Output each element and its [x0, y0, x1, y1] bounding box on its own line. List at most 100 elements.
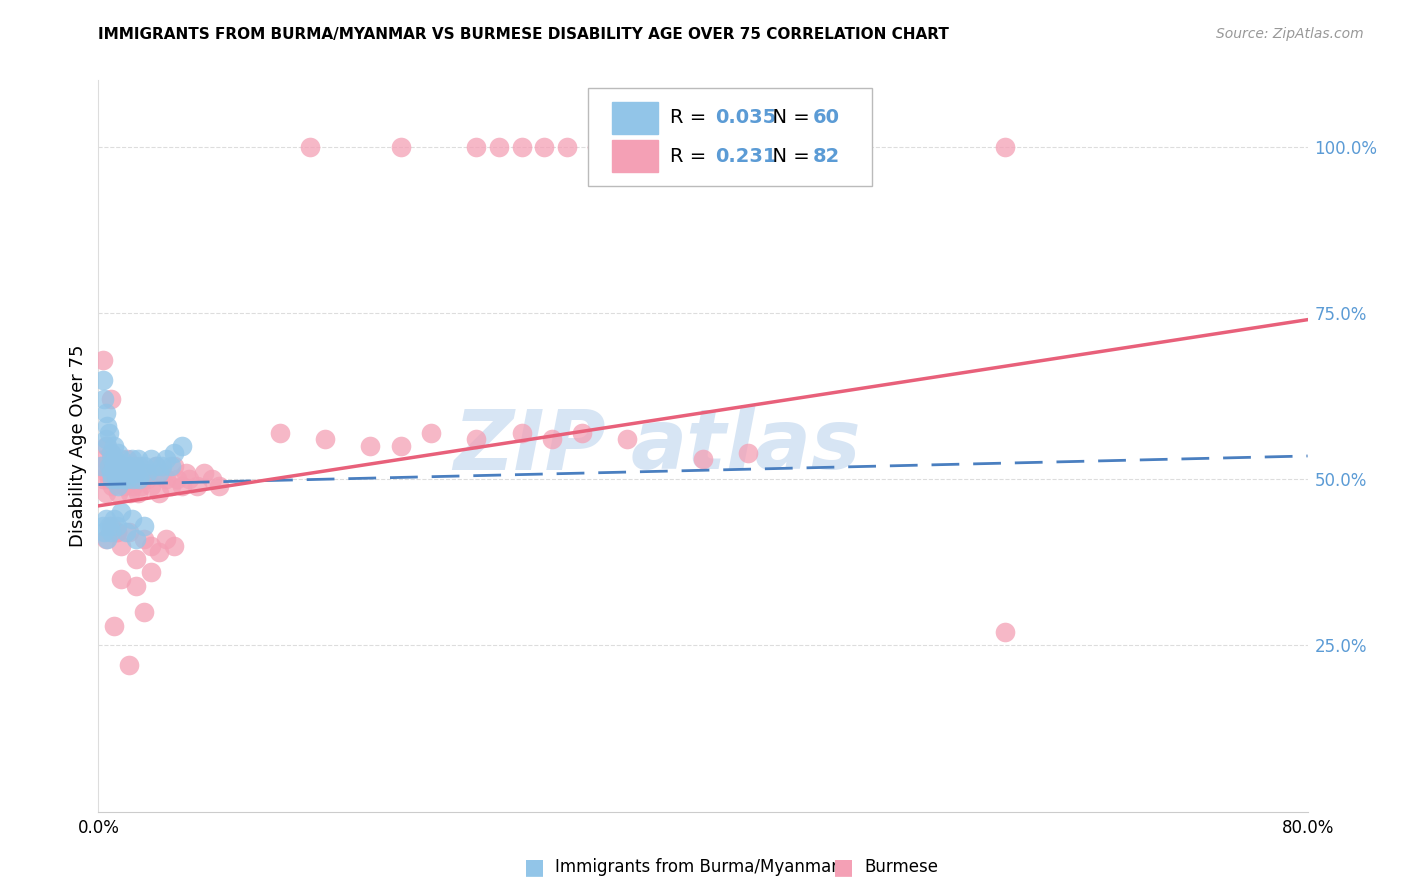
Point — [114, 466, 136, 480]
Point — [150, 458, 173, 473]
Point — [94, 406, 117, 420]
Point — [94, 433, 117, 447]
Point — [163, 458, 186, 473]
Point — [586, 140, 609, 154]
Point — [420, 425, 443, 440]
Text: 60: 60 — [813, 108, 839, 128]
Point — [98, 518, 121, 533]
Point — [103, 458, 125, 473]
Point — [96, 466, 118, 480]
Point — [132, 605, 155, 619]
Point — [121, 512, 143, 526]
Point — [269, 425, 291, 440]
Point — [118, 525, 141, 540]
Point — [110, 539, 132, 553]
Point — [155, 532, 177, 546]
Point — [118, 658, 141, 673]
Point — [170, 479, 193, 493]
Point — [124, 458, 146, 473]
Point — [104, 452, 127, 467]
Text: 0.231: 0.231 — [716, 147, 776, 166]
Point — [609, 140, 631, 154]
Point — [121, 452, 143, 467]
Text: Source: ZipAtlas.com: Source: ZipAtlas.com — [1216, 27, 1364, 41]
Point — [465, 140, 488, 154]
Point — [105, 458, 128, 473]
Point — [103, 512, 125, 526]
Point — [155, 452, 177, 467]
Point — [101, 472, 124, 486]
Point — [94, 512, 117, 526]
Point — [148, 545, 170, 559]
Point — [110, 452, 132, 467]
Point — [110, 466, 132, 480]
Point — [105, 472, 128, 486]
Point — [155, 472, 177, 486]
Point — [103, 618, 125, 632]
Point — [103, 439, 125, 453]
Point — [125, 472, 148, 486]
Point — [96, 419, 118, 434]
Point — [107, 479, 129, 493]
Point — [108, 466, 131, 480]
Point — [571, 425, 593, 440]
Point — [101, 452, 124, 467]
Text: atlas: atlas — [630, 406, 860, 486]
Point — [111, 458, 134, 473]
Point — [148, 485, 170, 500]
Point — [170, 439, 193, 453]
Point — [141, 566, 163, 580]
Point — [125, 466, 148, 480]
Point — [103, 452, 125, 467]
Point — [101, 479, 124, 493]
Point — [100, 525, 122, 540]
Point — [160, 458, 183, 473]
Point — [160, 479, 183, 493]
Point — [100, 445, 122, 459]
Point — [166, 472, 188, 486]
Point — [94, 439, 117, 453]
Point — [100, 518, 122, 533]
Point — [208, 479, 231, 493]
Point — [90, 458, 112, 473]
Point — [100, 445, 122, 459]
Point — [150, 466, 173, 480]
Point — [96, 439, 118, 453]
Point — [112, 479, 135, 493]
Point — [125, 552, 148, 566]
Point — [100, 392, 122, 407]
Point — [124, 466, 146, 480]
Point — [132, 458, 155, 473]
Point — [91, 472, 114, 486]
Point — [112, 458, 135, 473]
Text: ■: ■ — [524, 857, 544, 877]
Point — [103, 466, 125, 480]
Point — [132, 518, 155, 533]
Point — [94, 532, 117, 546]
Point — [96, 532, 118, 546]
Point — [94, 485, 117, 500]
Point — [105, 518, 128, 533]
Point — [104, 472, 127, 486]
Text: ■: ■ — [834, 857, 853, 877]
Point — [91, 352, 114, 367]
Point — [120, 466, 142, 480]
Point — [141, 452, 163, 467]
Point — [115, 472, 138, 486]
Point — [111, 472, 134, 486]
Point — [692, 452, 714, 467]
Point — [108, 458, 131, 473]
Point — [128, 458, 150, 473]
Point — [100, 466, 122, 480]
Point — [122, 479, 145, 493]
Point — [145, 458, 167, 473]
Point — [107, 445, 129, 459]
Point — [104, 466, 127, 480]
Point — [90, 458, 112, 473]
Point — [110, 506, 132, 520]
Text: N =: N = — [759, 147, 815, 166]
Point — [105, 458, 128, 473]
Point — [201, 472, 224, 486]
Point — [179, 472, 201, 486]
Text: Burmese: Burmese — [865, 858, 939, 876]
